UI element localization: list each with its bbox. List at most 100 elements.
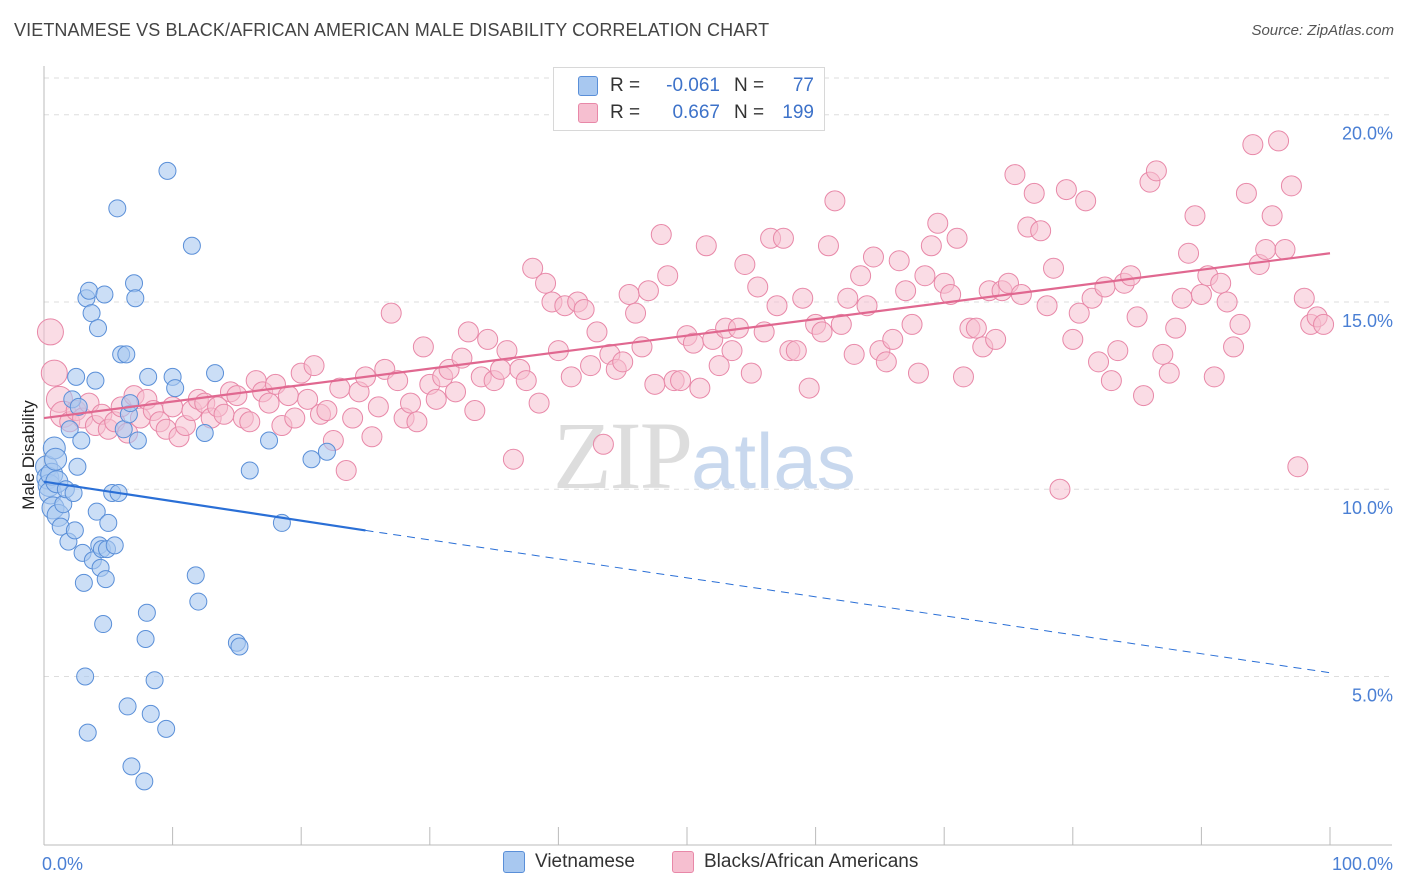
y-tick-label: 10.0% [1342,498,1393,518]
data-point-blacks [1223,336,1245,358]
data-point-blacks [1158,362,1180,384]
data-point-blacks [303,355,325,377]
data-point-blacks [502,448,524,470]
data-point-blacks [457,321,479,343]
legend-r-label: R = [610,102,641,123]
data-point-blacks [1171,287,1193,309]
data-point-vietnamese [128,431,147,450]
data-point-vietnamese [96,570,115,589]
data-point-vietnamese [136,630,155,649]
data-point-vietnamese [118,697,137,716]
data-point-blacks [695,235,717,257]
data-point-vietnamese [121,394,140,413]
data-point-blacks [850,265,872,287]
legend-swatch-blacks [672,851,694,873]
data-point-blacks [1178,242,1200,264]
data-point-blacks [1030,220,1052,242]
x-tick-label: 0.0% [42,854,83,874]
legend-item-blacks: Blacks/African Americans [672,851,918,873]
data-point-blacks [1068,302,1090,324]
trend-lines [43,252,1331,674]
data-point-blacks [907,362,929,384]
data-point-blacks [1216,291,1238,313]
data-point-blacks [36,318,64,346]
data-point-vietnamese [139,367,158,386]
data-point-vietnamese [72,431,91,450]
data-point-blacks [1088,351,1110,373]
data-point-blacks [490,358,512,380]
trend-line-blacks [43,252,1331,420]
trend-line-vietnamese-extrapolated [365,529,1331,674]
data-point-blacks [586,321,608,343]
data-point-blacks [1280,175,1302,197]
data-point-blacks [1313,313,1335,335]
data-point-vietnamese [105,536,124,555]
data-point-blacks [670,370,692,392]
data-point-blacks [843,343,865,365]
chart-title: VIETNAMESE VS BLACK/AFRICAN AMERICAN MAL… [14,20,770,40]
legend-swatch-blue [578,76,598,96]
data-point-blacks [837,287,859,309]
data-point-blacks [1120,265,1142,287]
data-point-vietnamese [78,723,97,742]
data-point-blacks [785,340,807,362]
data-point-blacks [522,257,544,279]
data-point-blacks [40,359,68,387]
data-point-vietnamese [86,371,105,390]
grid-lines [44,77,1392,677]
legend-row-vietnamese: R = -0.061 N = 77 [578,73,814,99]
data-point-blacks [952,366,974,388]
data-point-blacks [1062,328,1084,350]
data-point-blacks [1203,366,1225,388]
data-point-vietnamese [186,566,205,585]
data-point-blacks [258,392,280,414]
data-point-blacks [239,411,261,433]
data-point-blacks [650,224,672,246]
data-point-vietnamese [125,274,144,293]
data-point-blacks [618,283,640,305]
data-point-blacks [612,351,634,373]
data-point-blacks [811,321,833,343]
data-point-blacks [830,313,852,335]
data-point-vietnamese [302,450,321,469]
data-point-blacks [515,370,537,392]
data-point-blacks [361,426,383,448]
series-blacks-african-americans [36,130,1335,500]
data-point-blacks [1242,134,1264,156]
legend-n-label: N = [734,75,765,96]
data-point-blacks [367,396,389,418]
data-point-vietnamese [158,161,177,180]
data-point-vietnamese [108,199,127,218]
data-point-blacks [464,400,486,422]
legend-r-label: R = [610,75,641,96]
data-point-vietnamese [64,483,83,502]
data-point-vietnamese [122,757,141,776]
data-point-blacks [342,407,364,429]
data-point-blacks [734,253,756,275]
legend-n-value: 199 [782,102,814,123]
data-point-blacks [1255,239,1277,261]
watermark: ZIPatlas [553,400,856,511]
data-point-blacks [882,328,904,350]
data-point-blacks [380,302,402,324]
data-point-blacks [284,407,306,429]
data-point-vietnamese [60,420,79,439]
data-point-vietnamese [74,573,93,592]
legend-n-value: 77 [792,75,814,96]
data-point-blacks [940,283,962,305]
axis-labels: 5.0% 10.0% 15.0% 20.0% 0.0% 100.0% Male Disabi… [19,124,1393,874]
data-point-blacks [1152,343,1174,365]
data-point-vietnamese [135,772,154,791]
data-point-blacks [914,265,936,287]
data-point-vietnamese [230,637,249,656]
data-point-vietnamese [157,719,176,738]
data-point-blacks [335,459,357,481]
data-point-blacks [1126,306,1148,328]
data-point-blacks [1036,295,1058,317]
data-point-blacks [689,377,711,399]
legend-r-value: -0.061 [666,75,720,96]
data-point-blacks [772,227,794,249]
data-point-vietnamese [82,304,101,323]
data-point-blacks [1107,340,1129,362]
legend-row-blacks: R = 0.667 N = 199 [578,100,814,126]
